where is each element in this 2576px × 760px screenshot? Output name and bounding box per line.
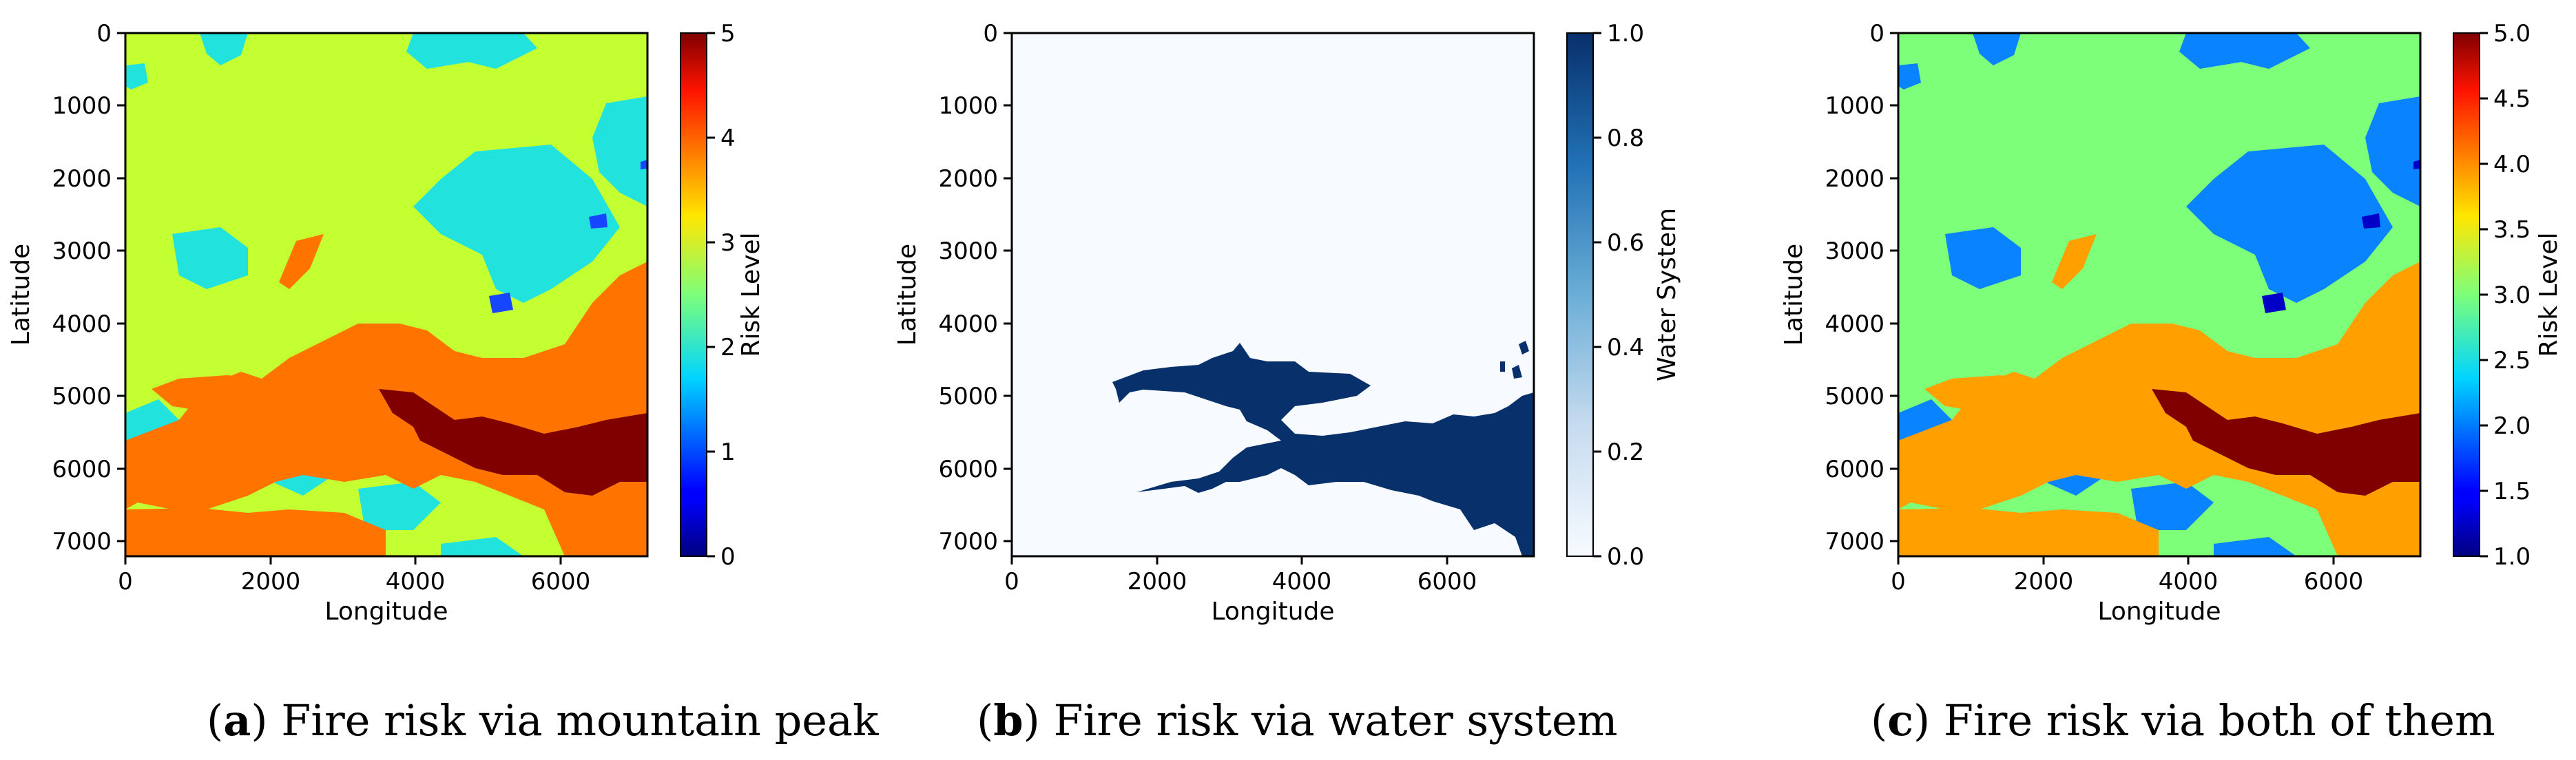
- caption-text: Fire risk via mountain peak: [281, 695, 879, 746]
- y-tick-label: 5000: [52, 383, 112, 410]
- y-axis-label: Latitude: [893, 244, 922, 346]
- colorbar-tick-label: 0.4: [1607, 334, 1644, 361]
- y-tick-label: 0: [983, 20, 998, 48]
- colorbar-label: Water System: [1653, 208, 1681, 381]
- caption-text: Fire risk via both of them: [1943, 695, 2495, 746]
- y-tick-label: 3000: [52, 237, 112, 265]
- x-tick-label: 2000: [1128, 568, 1187, 595]
- colorbar-gradient: [680, 32, 707, 557]
- plot-frame: [1010, 32, 1535, 558]
- y-tick-label: 2000: [938, 165, 998, 193]
- x-tick-label: 0: [1004, 568, 1019, 595]
- y-tick-label: 5000: [1825, 383, 1884, 410]
- colorbar-gradient: [2453, 32, 2480, 557]
- x-tick-label: 0: [118, 568, 133, 595]
- colorbar-tick-label: 1.0: [1607, 20, 1644, 48]
- plot-frame: [124, 32, 649, 558]
- y-tick-label: 6000: [1825, 456, 1884, 483]
- y-tick-label: 4000: [938, 310, 998, 338]
- colorbar-gradient: [1566, 32, 1594, 557]
- colorbar-tick-label: 0.0: [1607, 543, 1644, 571]
- y-tick-label: 7000: [52, 528, 112, 556]
- x-tick-label: 2000: [2014, 568, 2074, 595]
- colorbar-tick-label: 1.5: [2493, 478, 2531, 505]
- colorbar-tick-label: 0.6: [1607, 229, 1644, 257]
- y-tick-label: 3000: [1825, 237, 1884, 265]
- colorbar-tick-label: 4: [720, 125, 736, 152]
- plot-frame: [1897, 32, 2422, 558]
- y-tick-label: 6000: [938, 456, 998, 483]
- y-tick-label: 1000: [1825, 92, 1884, 120]
- y-tick-label: 3000: [938, 237, 998, 265]
- colorbar-tick-label: 4.0: [2493, 151, 2531, 178]
- x-axis-label: Longitude: [1211, 598, 1334, 626]
- colorbar-tick-label: 2.0: [2493, 412, 2531, 440]
- water-body: [1112, 343, 1534, 556]
- x-axis-ticks: 0 2000 4000 6000: [1004, 556, 1477, 595]
- x-axis-ticks: 0 2000 4000 6000: [1891, 556, 2363, 595]
- colorbar-tick-label: 0: [720, 543, 736, 571]
- colorbar-tick-label: 0.8: [1607, 125, 1644, 152]
- colorbar-tick-label: 5.0: [2493, 20, 2531, 48]
- x-tick-label: 6000: [1417, 568, 1477, 595]
- y-tick-label: 2000: [52, 165, 112, 193]
- heatmap-image: [1898, 33, 2420, 556]
- colorbar-tick-label: 1: [720, 439, 736, 466]
- colorbar-tick-label: 1.0: [2493, 543, 2531, 571]
- colorbar-tick-label: 2: [720, 334, 736, 361]
- colorbar-tick-label: 0.2: [1607, 439, 1644, 466]
- colorbar-tick-label: 3.0: [2493, 282, 2531, 309]
- y-tick-label: 6000: [52, 456, 112, 483]
- x-axis-label: Longitude: [324, 598, 448, 626]
- caption-letter: c: [1887, 695, 1913, 746]
- y-axis-ticks: 0 1000 2000 3000 4000 5000 6000 7000: [938, 20, 1012, 556]
- y-axis-ticks: 0 1000 2000 3000 4000 5000 6000 7000: [1825, 20, 1898, 556]
- colorbar-label: Risk Level: [2535, 232, 2563, 357]
- y-tick-label: 4000: [52, 310, 112, 338]
- caption-b: (b) Fire risk via water system: [977, 695, 1618, 746]
- y-tick-label: 2000: [1825, 165, 1884, 193]
- y-tick-label: 7000: [1825, 528, 1884, 556]
- colorbar-label: Risk Level: [737, 232, 765, 357]
- y-axis-ticks: 0 1000 2000 3000 4000 5000 6000 7000: [52, 20, 125, 556]
- x-axis-ticks: 0 2000 4000 6000: [118, 556, 590, 595]
- x-tick-label: 6000: [2304, 568, 2364, 595]
- colorbar-tick-label: 3.5: [2493, 216, 2531, 244]
- caption-text: Fire risk via water system: [1053, 695, 1618, 746]
- x-tick-label: 4000: [1272, 568, 1332, 595]
- panel-a: 0 1000 2000 3000 4000 5000 6000 7000 0 2…: [7, 20, 765, 626]
- x-tick-label: 4000: [386, 568, 446, 595]
- heatmap-image: [125, 33, 647, 556]
- heatmap-image: [1012, 33, 1534, 556]
- y-tick-label: 4000: [1825, 310, 1884, 338]
- panel-b: 0 1000 2000 3000 4000 5000 6000 7000 0 2…: [893, 20, 1681, 626]
- caption-letter: a: [223, 695, 251, 746]
- x-tick-label: 2000: [241, 568, 301, 595]
- y-tick-label: 1000: [52, 92, 112, 120]
- y-tick-label: 7000: [938, 528, 998, 556]
- x-tick-label: 6000: [531, 568, 591, 595]
- colorbar: 1.0 1.5 2.0 2.5 3.0 3.5 4.0 4.5 5.0 Risk…: [2453, 20, 2563, 571]
- y-tick-label: 1000: [938, 92, 998, 120]
- caption-a: (a) Fire risk via mountain peak: [207, 695, 879, 746]
- x-tick-label: 0: [1891, 568, 1906, 595]
- x-axis-label: Longitude: [2097, 598, 2221, 626]
- x-tick-label: 4000: [2159, 568, 2219, 595]
- y-axis-label: Latitude: [7, 244, 35, 346]
- colorbar-tick-label: 5: [720, 20, 736, 48]
- colorbar-tick-label: 4.5: [2493, 85, 2531, 113]
- y-axis-label: Latitude: [1780, 244, 1808, 346]
- colorbar-tick-label: 3: [720, 229, 736, 257]
- y-tick-label: 0: [1869, 20, 1884, 48]
- y-tick-label: 0: [96, 20, 112, 48]
- colorbar-tick-label: 2.5: [2493, 347, 2531, 374]
- colorbar: 0.0 0.2 0.4 0.6 0.8 1.0 Water System: [1566, 20, 1681, 571]
- panel-c: 0 1000 2000 3000 4000 5000 6000 7000 0 2…: [1780, 20, 2563, 626]
- colorbar: 0 1 2 3 4 5 Risk Level: [680, 20, 765, 571]
- caption-letter: b: [993, 695, 1024, 746]
- caption-c: (c) Fire risk via both of them: [1871, 695, 2495, 746]
- y-tick-label: 5000: [938, 383, 998, 410]
